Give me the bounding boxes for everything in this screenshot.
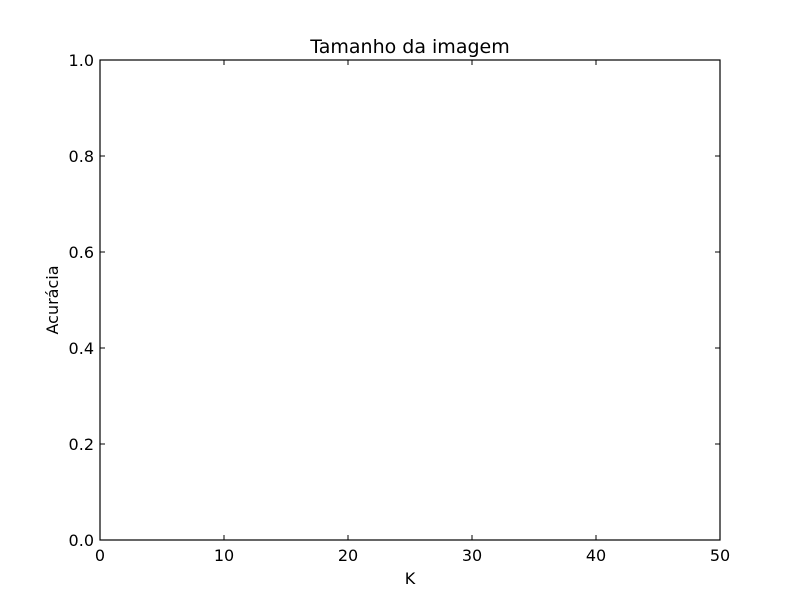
y-tick-label: 0.6 [69,243,94,262]
chart-title: Tamanho da imagem [309,36,509,58]
y-tick-label: 0.0 [69,531,94,550]
y-tick-label: 1.0 [69,51,94,70]
x-tick-label: 50 [710,546,730,565]
plot-area [99,59,721,541]
x-tick-label: 30 [462,546,482,565]
y-axis-label: Acurácia [43,265,62,334]
x-tick-label: 40 [586,546,606,565]
y-tick-label: 0.4 [69,339,94,358]
y-tick-label: 0.2 [69,435,94,454]
x-axis-label: K [405,569,416,588]
x-tick-label: 20 [338,546,358,565]
x-tick-label: 0 [95,546,105,565]
x-tick-label: 10 [214,546,234,565]
y-axis-ticks: 0.0 0.2 0.4 0.6 0.8 1.0 [69,51,720,550]
y-tick-label: 0.8 [69,147,94,166]
x-axis-ticks: 0 10 20 30 40 50 [95,60,730,565]
